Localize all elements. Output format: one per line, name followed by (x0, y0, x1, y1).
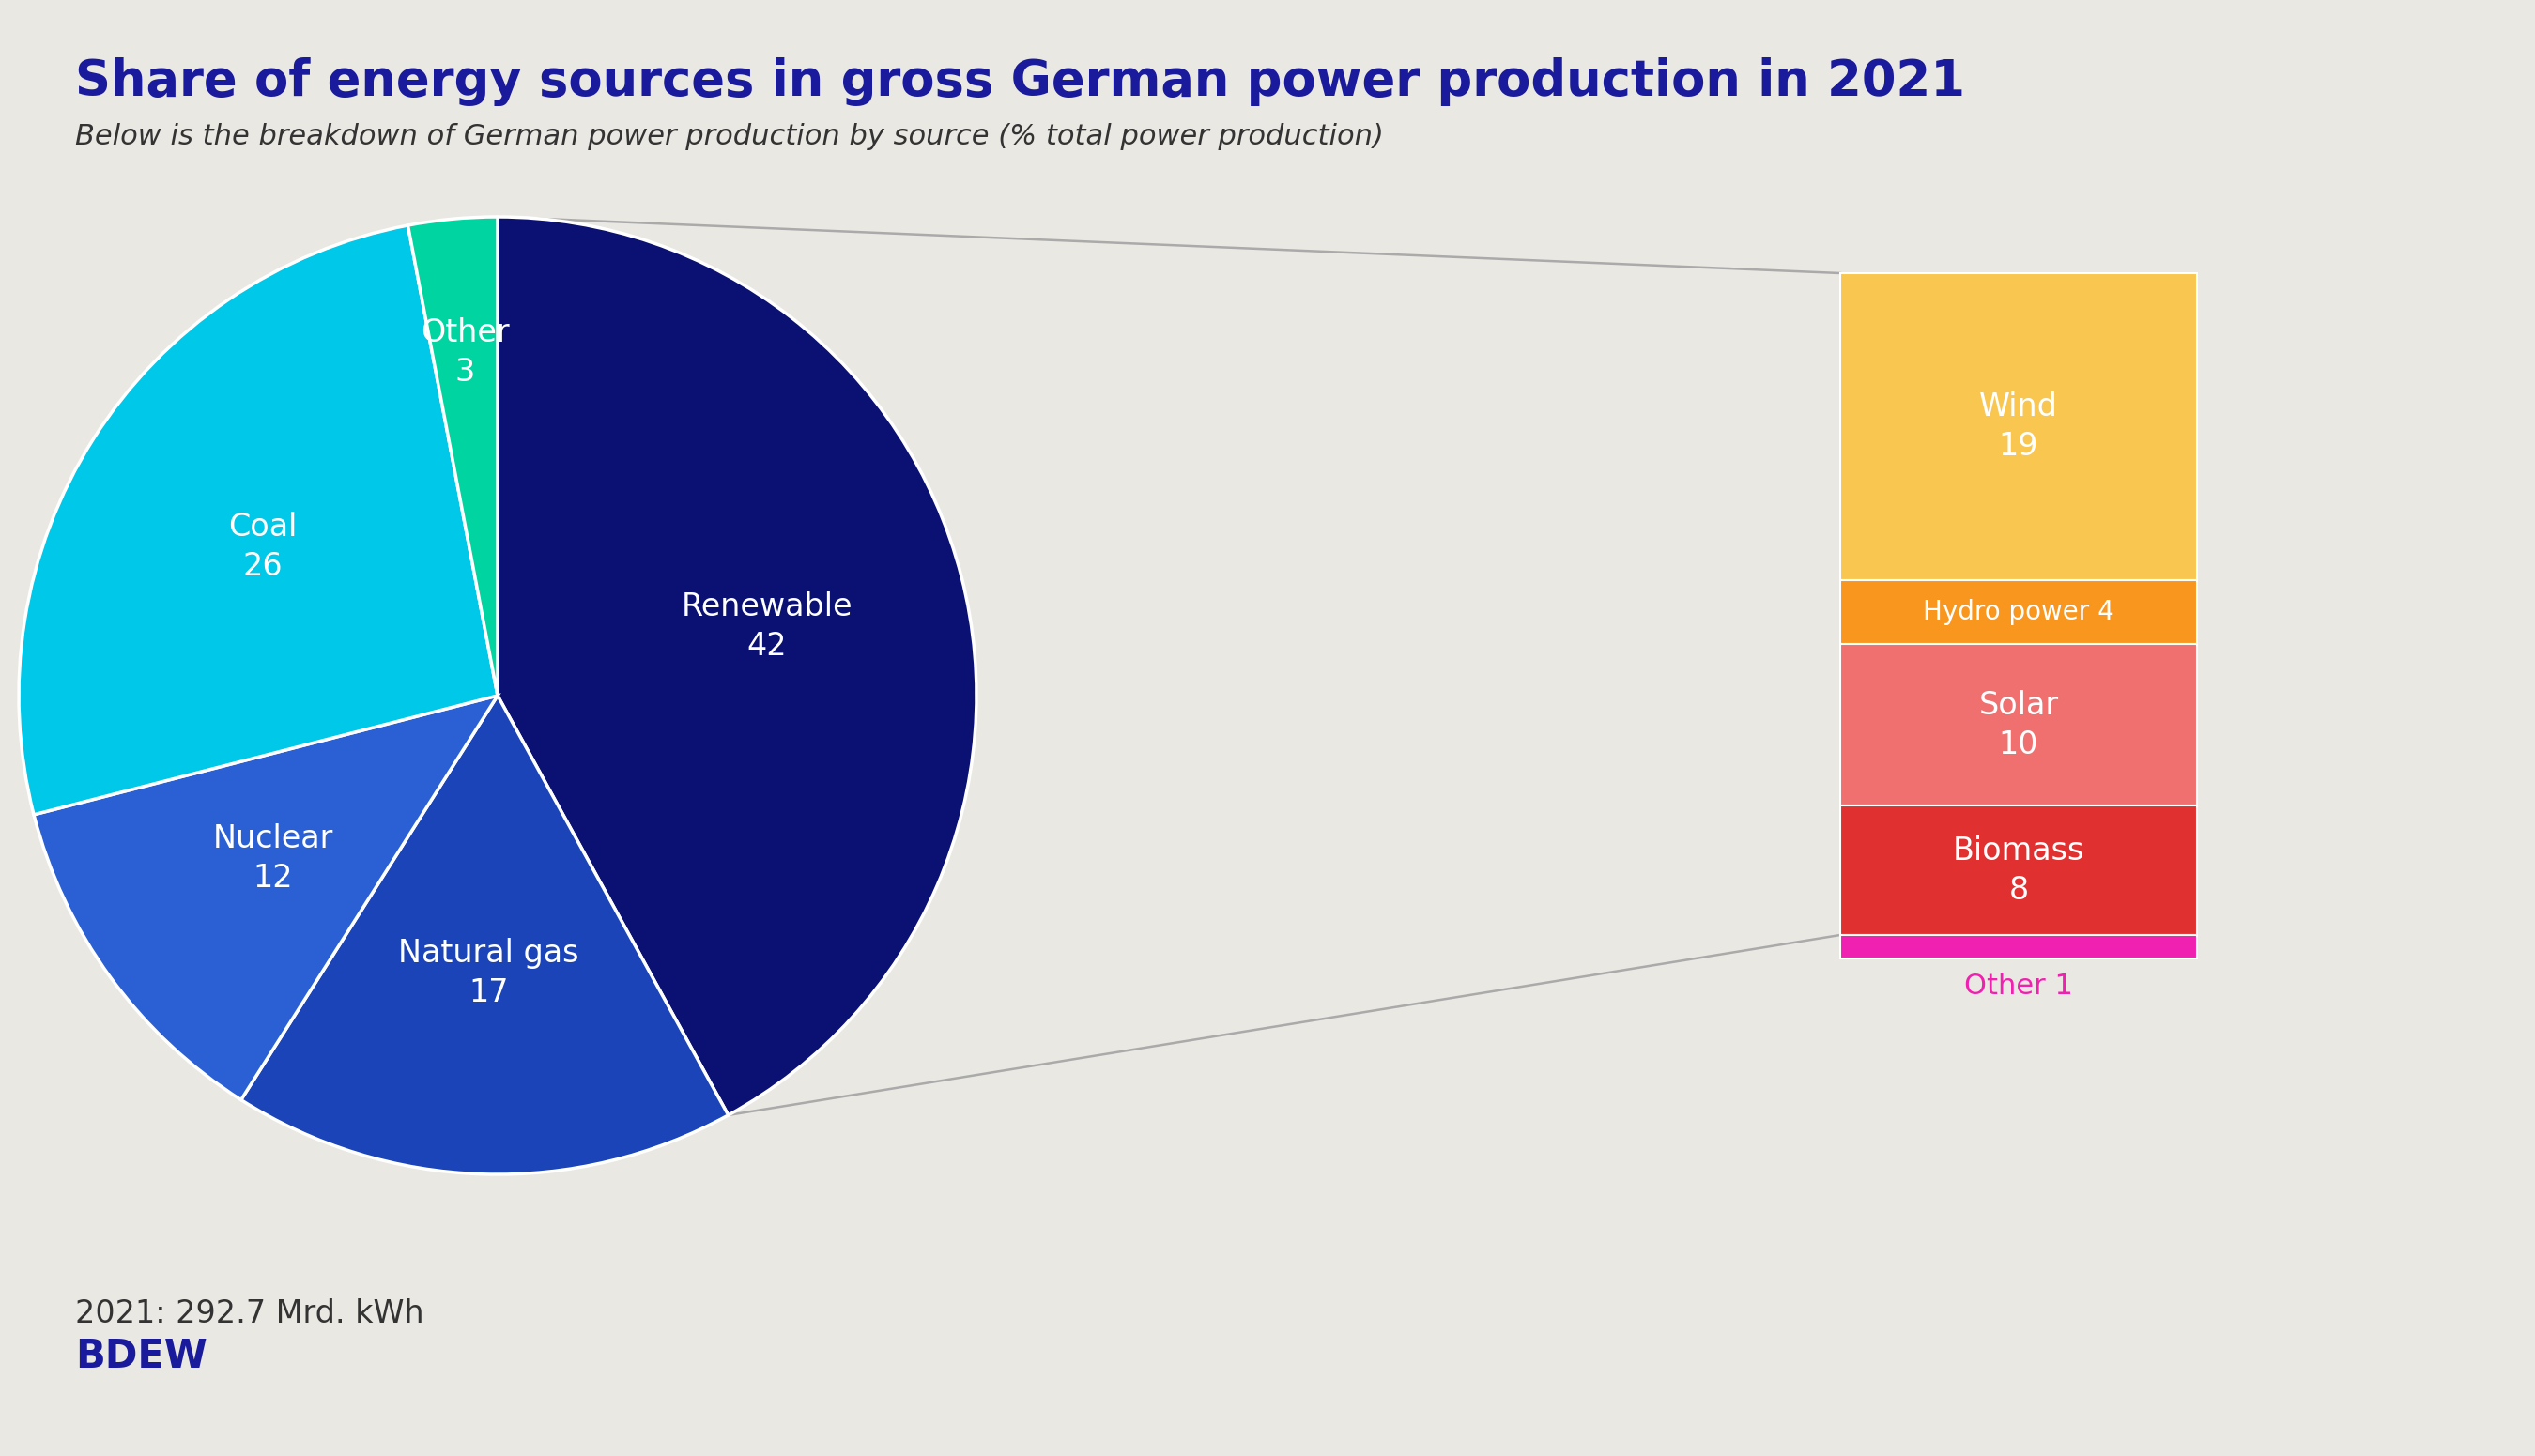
Bar (1840, 274, 2198, 579)
Text: Renewable
42: Renewable 42 (682, 591, 852, 662)
Text: Wind
19: Wind 19 (1980, 392, 2058, 462)
Text: Share of energy sources in gross German power production in 2021: Share of energy sources in gross German … (76, 57, 1965, 106)
Wedge shape (497, 217, 976, 1115)
Wedge shape (408, 217, 497, 696)
Text: Nuclear
12: Nuclear 12 (213, 824, 332, 894)
Wedge shape (33, 696, 497, 1099)
Text: Other
3: Other 3 (421, 317, 510, 387)
Wedge shape (18, 226, 497, 815)
Bar (1840, 645, 2198, 805)
Bar (1840, 579, 2198, 645)
Text: 2021: 292.7 Mrd. kWh: 2021: 292.7 Mrd. kWh (76, 1299, 423, 1329)
Text: Natural gas
17: Natural gas 17 (398, 938, 581, 1009)
Text: Below is the breakdown of German power production by source (% total power produ: Below is the breakdown of German power p… (76, 122, 1384, 150)
Text: BDEW: BDEW (76, 1337, 208, 1376)
Text: Solar
10: Solar 10 (1980, 690, 2058, 760)
Bar (1840, 805, 2198, 935)
Wedge shape (241, 696, 728, 1175)
Bar (1840, 935, 2198, 958)
Text: Coal
26: Coal 26 (228, 511, 297, 582)
Text: Other 1: Other 1 (1965, 973, 2074, 1000)
Text: Hydro power 4: Hydro power 4 (1924, 598, 2114, 625)
Text: Biomass
8: Biomass 8 (1952, 836, 2084, 906)
